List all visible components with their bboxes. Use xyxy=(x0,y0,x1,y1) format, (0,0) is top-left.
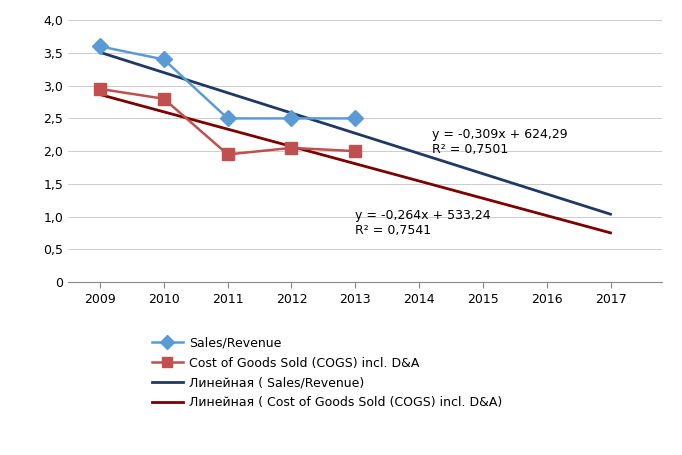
Text: y = -0,309x + 624,29
R² = 0,7501: y = -0,309x + 624,29 R² = 0,7501 xyxy=(432,128,567,156)
Legend: Sales/Revenue, Cost of Goods Sold (COGS) incl. D&A, Линейная ( Sales/Revenue), Л: Sales/Revenue, Cost of Goods Sold (COGS)… xyxy=(151,337,503,410)
Text: y = -0,264x + 533,24
R² = 0,7541: y = -0,264x + 533,24 R² = 0,7541 xyxy=(355,209,491,237)
